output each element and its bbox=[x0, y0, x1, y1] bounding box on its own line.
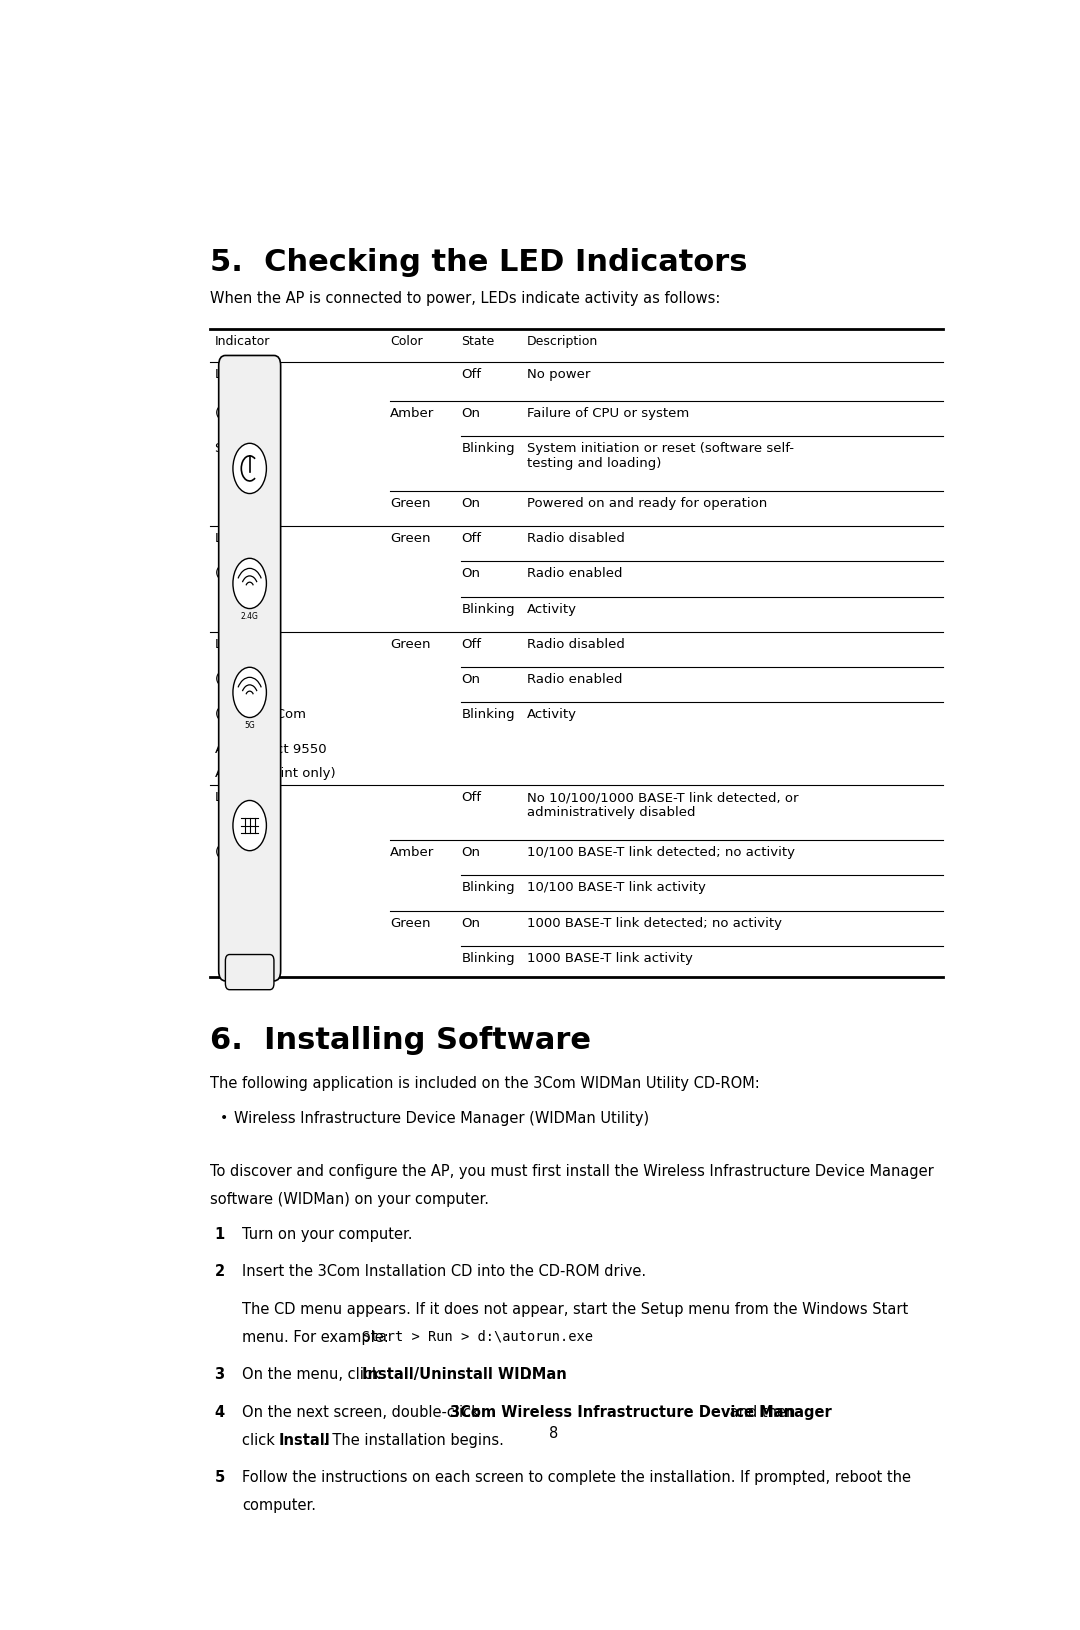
Text: Off: Off bbox=[461, 791, 482, 804]
Text: . The installation begins.: . The installation begins. bbox=[323, 1431, 504, 1447]
Text: 5G: 5G bbox=[244, 720, 255, 730]
Text: Off: Off bbox=[461, 531, 482, 544]
Text: 1000 BASE-T link activity: 1000 BASE-T link activity bbox=[527, 952, 692, 965]
Text: To discover and configure the AP, you must first install the Wireless Infrastruc: To discover and configure the AP, you mu… bbox=[211, 1164, 934, 1178]
Text: 3: 3 bbox=[215, 1366, 225, 1382]
Text: Green: Green bbox=[390, 637, 431, 650]
Text: (Ethernet): (Ethernet) bbox=[215, 846, 282, 859]
Text: Off: Off bbox=[461, 367, 482, 380]
Text: Blinking: Blinking bbox=[461, 952, 515, 965]
Text: Green: Green bbox=[390, 916, 431, 929]
Text: On: On bbox=[461, 567, 481, 580]
Text: On: On bbox=[461, 406, 481, 419]
Text: (5G): (5G) bbox=[215, 673, 243, 686]
Text: Blinking: Blinking bbox=[461, 601, 515, 615]
Text: Powered on and ready for operation: Powered on and ready for operation bbox=[527, 497, 767, 510]
Text: Insert the 3Com Installation CD into the CD-ROM drive.: Insert the 3Com Installation CD into the… bbox=[242, 1263, 646, 1278]
Text: 1000 BASE-T link detected; no activity: 1000 BASE-T link detected; no activity bbox=[527, 916, 782, 929]
Text: The CD menu appears. If it does not appear, start the Setup menu from the Window: The CD menu appears. If it does not appe… bbox=[242, 1301, 908, 1317]
Text: 6.  Installing Software: 6. Installing Software bbox=[211, 1025, 592, 1055]
Text: Amber: Amber bbox=[390, 846, 434, 859]
Text: Turn on your computer.: Turn on your computer. bbox=[242, 1226, 413, 1240]
Text: LED 3: LED 3 bbox=[215, 637, 253, 650]
Text: and then: and then bbox=[725, 1405, 796, 1420]
Text: System): System) bbox=[215, 442, 269, 455]
Text: On: On bbox=[461, 916, 481, 929]
Text: Install: Install bbox=[279, 1431, 330, 1447]
Text: Indicator: Indicator bbox=[215, 334, 270, 347]
Text: Follow the instructions on each screen to complete the installation. If prompted: Follow the instructions on each screen t… bbox=[242, 1470, 912, 1485]
Text: Blinking: Blinking bbox=[461, 707, 515, 720]
Text: 3Com Wireless Infrastructure Device Manager: 3Com Wireless Infrastructure Device Mana… bbox=[449, 1405, 832, 1420]
Text: The following application is included on the 3Com WIDMan Utility CD-ROM:: The following application is included on… bbox=[211, 1076, 760, 1090]
Text: Radio enabled: Radio enabled bbox=[527, 673, 622, 686]
Text: (2.4G): (2.4G) bbox=[215, 567, 256, 580]
Text: Blinking: Blinking bbox=[461, 442, 515, 455]
Text: No power: No power bbox=[527, 367, 590, 380]
Text: System initiation or reset (software self-
testing and loading): System initiation or reset (software sel… bbox=[527, 442, 794, 469]
Text: On: On bbox=[461, 673, 481, 686]
Text: Color: Color bbox=[390, 334, 423, 347]
Text: Blinking: Blinking bbox=[461, 880, 515, 893]
Text: Radio enabled: Radio enabled bbox=[527, 567, 622, 580]
Text: On the next screen, double-click: On the next screen, double-click bbox=[242, 1405, 485, 1420]
Text: 5.  Checking the LED Indicators: 5. Checking the LED Indicators bbox=[211, 248, 747, 277]
Text: Amber: Amber bbox=[390, 406, 434, 419]
Text: Access Point only): Access Point only) bbox=[215, 766, 335, 779]
Text: Off: Off bbox=[461, 637, 482, 650]
Text: 8: 8 bbox=[549, 1426, 558, 1441]
FancyBboxPatch shape bbox=[226, 955, 274, 989]
FancyBboxPatch shape bbox=[218, 357, 281, 981]
Text: Failure of CPU or system: Failure of CPU or system bbox=[527, 406, 689, 419]
Text: AirConnect 9550: AirConnect 9550 bbox=[215, 743, 326, 756]
Text: (Power/: (Power/ bbox=[215, 406, 265, 419]
Text: Install/Uninstall WIDMan: Install/Uninstall WIDMan bbox=[362, 1366, 567, 1382]
Text: Green: Green bbox=[390, 497, 431, 510]
Text: .: . bbox=[527, 1366, 531, 1382]
Text: Radio disabled: Radio disabled bbox=[527, 637, 624, 650]
Text: •: • bbox=[220, 1110, 229, 1125]
Text: LED 2: LED 2 bbox=[215, 531, 253, 544]
Circle shape bbox=[233, 668, 267, 719]
Text: LED 1: LED 1 bbox=[215, 367, 253, 380]
Circle shape bbox=[233, 800, 267, 851]
Text: On: On bbox=[461, 497, 481, 510]
Text: 2: 2 bbox=[215, 1263, 225, 1278]
Text: Activity: Activity bbox=[527, 601, 577, 615]
Text: 5: 5 bbox=[215, 1470, 225, 1485]
Text: menu. For example:: menu. For example: bbox=[242, 1328, 393, 1345]
Text: Green: Green bbox=[390, 531, 431, 544]
Text: Start > Run > d:\autorun.exe: Start > Run > d:\autorun.exe bbox=[362, 1328, 593, 1343]
Circle shape bbox=[233, 443, 267, 494]
Text: software (WIDMan) on your computer.: software (WIDMan) on your computer. bbox=[211, 1192, 489, 1206]
Text: 1: 1 bbox=[215, 1226, 225, 1240]
Text: Radio disabled: Radio disabled bbox=[527, 531, 624, 544]
Text: LED 4: LED 4 bbox=[215, 791, 253, 804]
Text: State: State bbox=[461, 334, 495, 347]
Text: Wireless Infrastructure Device Manager (WIDMan Utility): Wireless Infrastructure Device Manager (… bbox=[233, 1110, 649, 1126]
Text: When the AP is connected to power, LEDs indicate activity as follows:: When the AP is connected to power, LEDs … bbox=[211, 292, 720, 306]
Text: (on the 3Com: (on the 3Com bbox=[215, 707, 306, 720]
Text: On: On bbox=[461, 846, 481, 859]
Text: On the menu, click: On the menu, click bbox=[242, 1366, 386, 1382]
Text: Activity: Activity bbox=[527, 707, 577, 720]
Text: computer.: computer. bbox=[242, 1496, 316, 1513]
Text: 10/100 BASE-T link activity: 10/100 BASE-T link activity bbox=[527, 880, 705, 893]
Text: 2.4G: 2.4G bbox=[241, 611, 258, 621]
Circle shape bbox=[233, 559, 267, 610]
Text: No 10/100/1000 BASE-T link detected, or
administratively disabled: No 10/100/1000 BASE-T link detected, or … bbox=[527, 791, 798, 818]
Text: click: click bbox=[242, 1431, 280, 1447]
Text: 4: 4 bbox=[215, 1405, 225, 1420]
Text: Description: Description bbox=[527, 334, 598, 347]
Text: 10/100 BASE-T link detected; no activity: 10/100 BASE-T link detected; no activity bbox=[527, 846, 795, 859]
